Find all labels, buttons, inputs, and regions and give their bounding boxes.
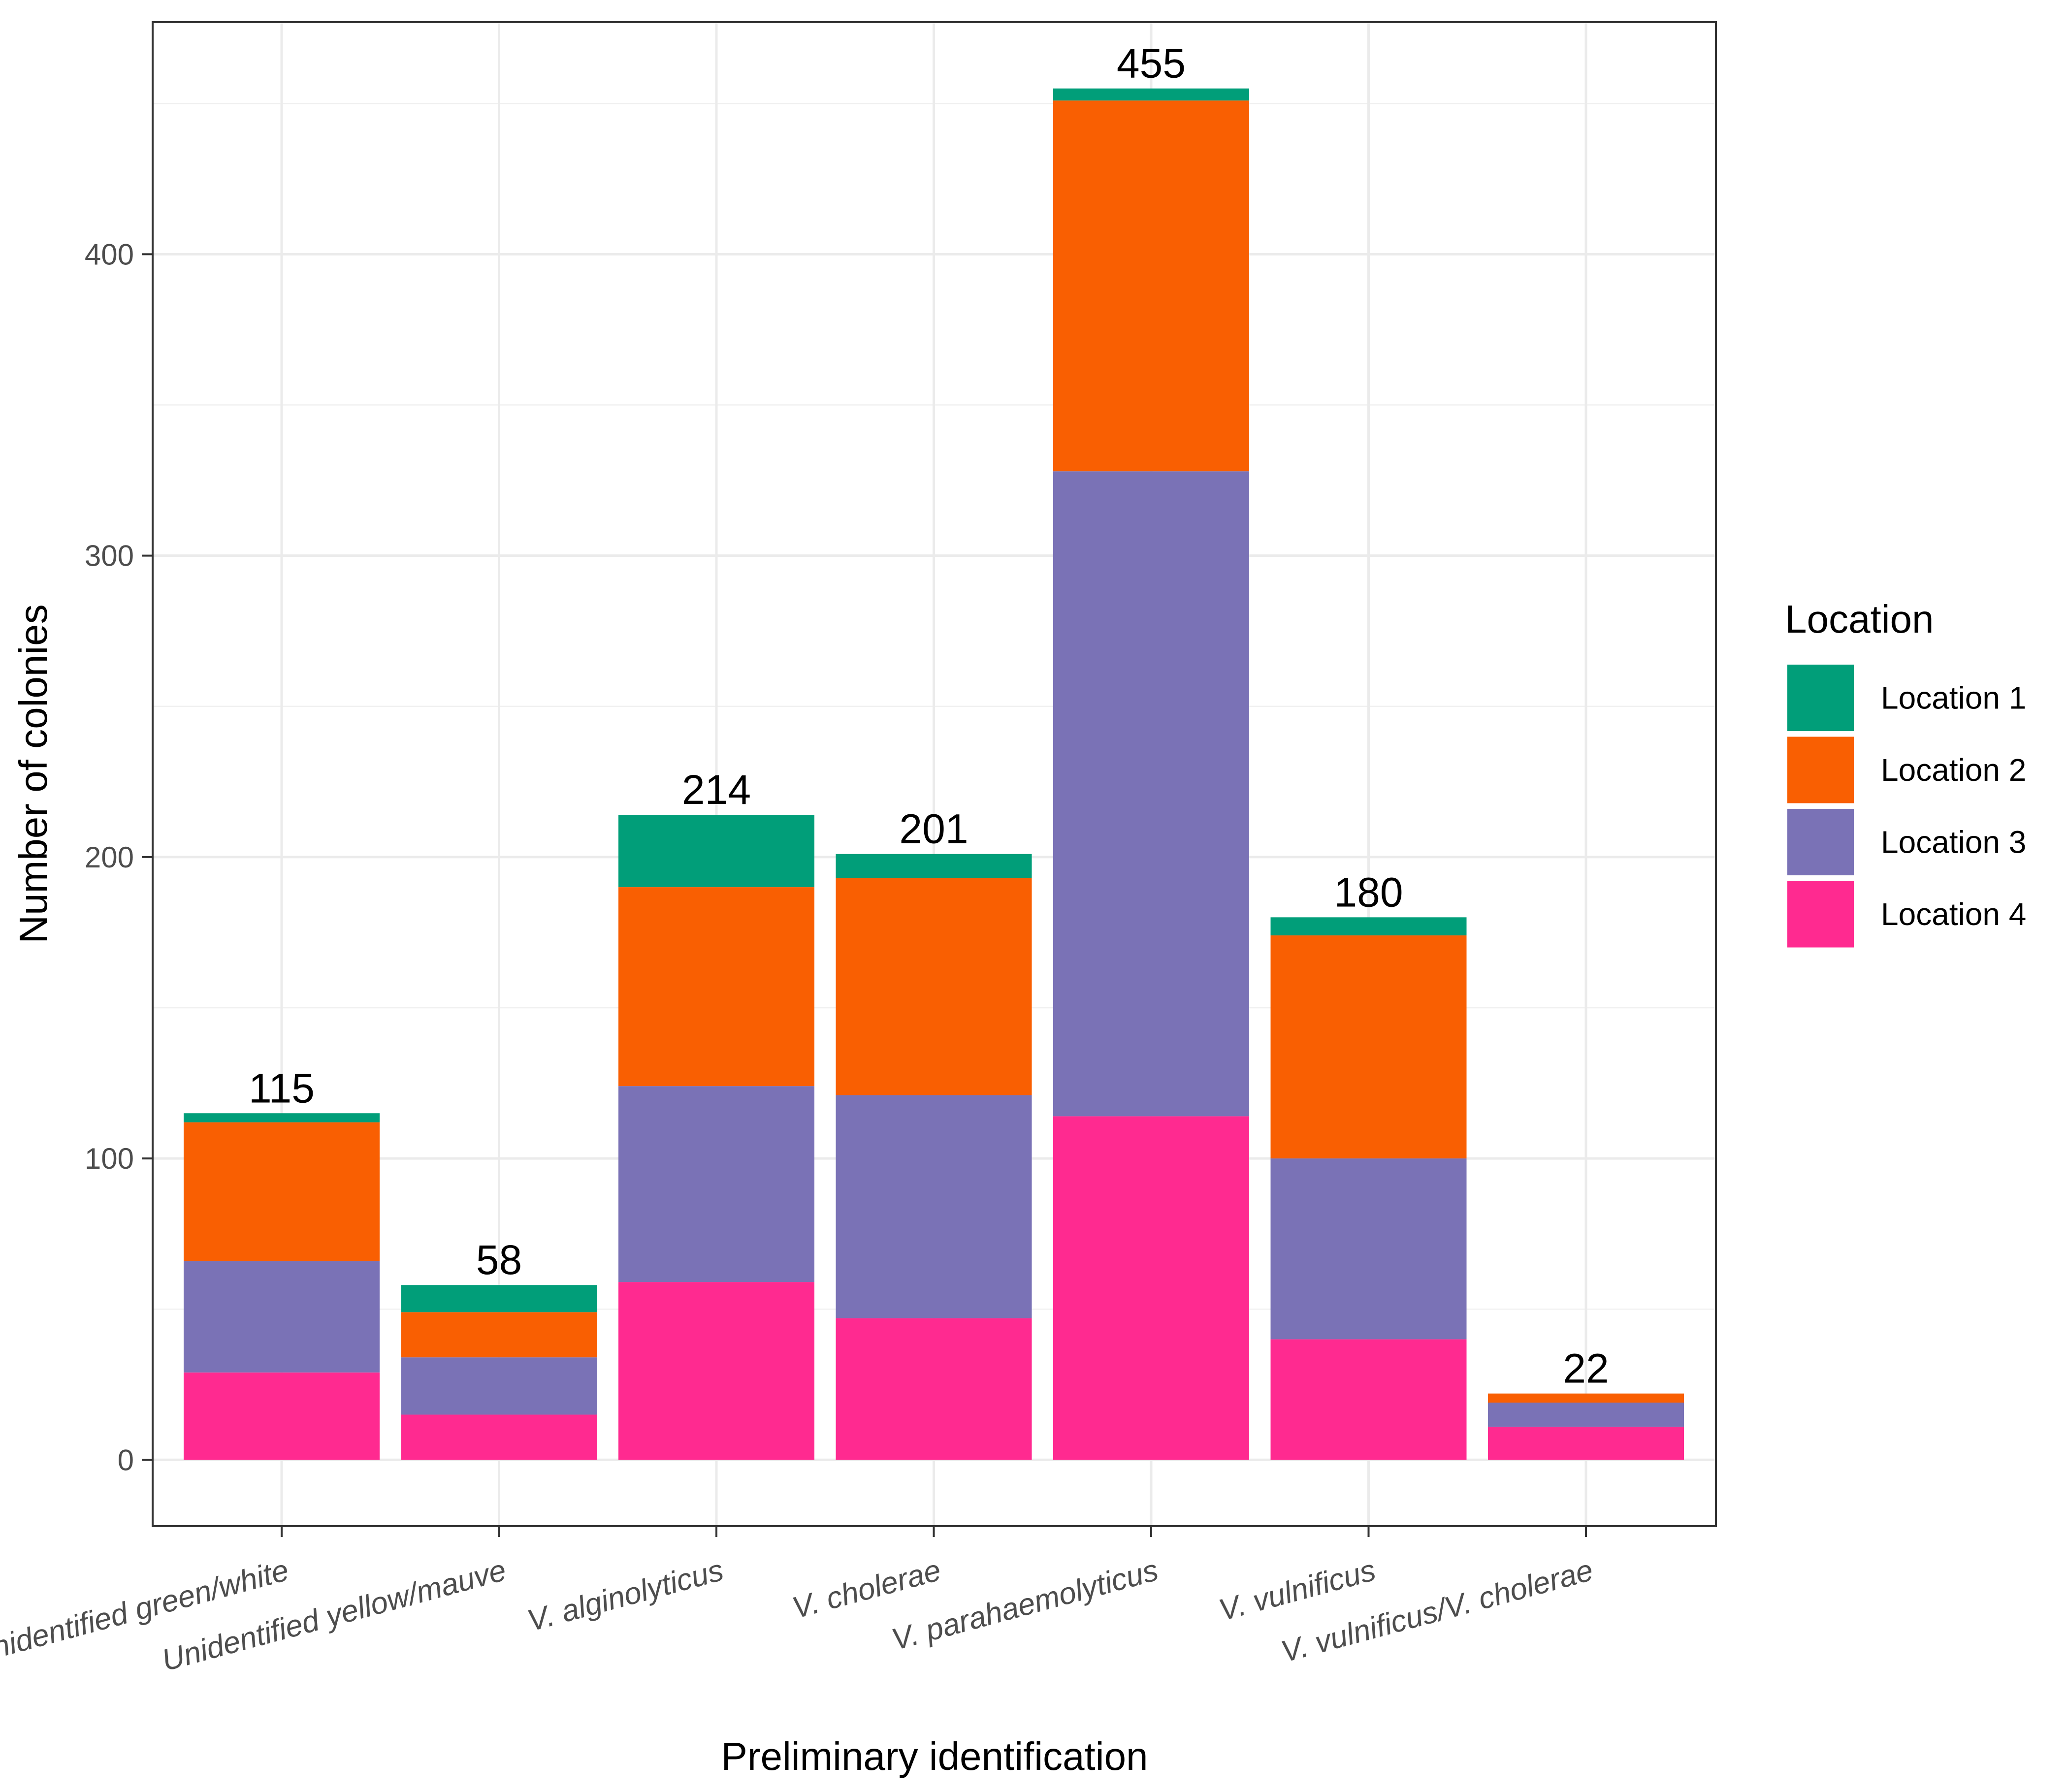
- bar-segment-location-2: [1270, 935, 1467, 1159]
- bar-segment-location-2: [401, 1312, 597, 1358]
- bars: [184, 88, 1684, 1460]
- legend-label: Location 1: [1881, 680, 2026, 716]
- bar-segment-location-2: [1053, 100, 1249, 472]
- bar-segment-location-3: [401, 1357, 597, 1415]
- bar-segment-location-3: [836, 1095, 1032, 1318]
- bar-segment-location-4: [836, 1318, 1032, 1460]
- total-labels: 115 58 214 201 455 180 22: [249, 40, 1609, 1392]
- y-tick-label: 0: [118, 1443, 134, 1476]
- bar-segment-location-4: [1488, 1426, 1684, 1460]
- legend-label: Location 3: [1881, 825, 2026, 860]
- legend-label: Location 4: [1881, 896, 2026, 932]
- bar-segment-location-4: [184, 1372, 380, 1460]
- y-tick-label: 400: [85, 238, 134, 271]
- bar-segment-location-4: [1270, 1339, 1467, 1460]
- bar-total-label: 22: [1563, 1345, 1609, 1392]
- bar-segment-location-2: [618, 887, 814, 1087]
- bar-segment-location-1: [184, 1113, 380, 1122]
- bar-segment-location-1: [1053, 88, 1249, 101]
- bar-segment-location-4: [618, 1282, 814, 1460]
- bar-segment-location-2: [184, 1122, 380, 1261]
- x-axis-title: Preliminary identification: [721, 1734, 1148, 1778]
- bar-segment-location-3: [1270, 1158, 1467, 1340]
- legend-key-location-2: [1787, 736, 1854, 803]
- legend-key-location-3: [1787, 809, 1854, 875]
- y-tick-label: 200: [85, 841, 134, 874]
- bar-total-label: 115: [249, 1065, 315, 1111]
- legend-key-location-4: [1787, 881, 1854, 948]
- legend-title: Location: [1785, 597, 1934, 641]
- bar-segment-location-3: [618, 1086, 814, 1282]
- legend-label: Location 2: [1881, 752, 2026, 788]
- bar-segment-location-1: [1270, 917, 1467, 936]
- bar-segment-location-3: [1053, 471, 1249, 1117]
- y-tick-label: 100: [85, 1142, 134, 1175]
- bar-total-label: 58: [476, 1237, 522, 1283]
- bar-segment-location-4: [1053, 1116, 1249, 1460]
- bar-total-label: 201: [899, 806, 968, 852]
- bar-segment-location-2: [836, 878, 1032, 1095]
- legend-key-location-1: [1787, 665, 1854, 731]
- bar-segment-location-4: [401, 1414, 597, 1460]
- bar-total-label: 180: [1334, 869, 1403, 915]
- y-tick-label: 300: [85, 540, 134, 573]
- bar-segment-location-1: [401, 1285, 597, 1312]
- bar-segment-location-3: [184, 1261, 380, 1373]
- y-axis-title: Number of colonies: [11, 604, 55, 943]
- bar-total-label: 455: [1117, 40, 1186, 87]
- bar-segment-location-3: [1488, 1402, 1684, 1427]
- bar-segment-location-1: [618, 815, 814, 888]
- bar-segment-location-2: [1488, 1393, 1684, 1403]
- bar-total-label: 214: [682, 767, 751, 813]
- bar-segment-location-1: [836, 854, 1032, 878]
- legend-items: Location 1 Location 2 Location 3 Location 4: [1787, 665, 2026, 948]
